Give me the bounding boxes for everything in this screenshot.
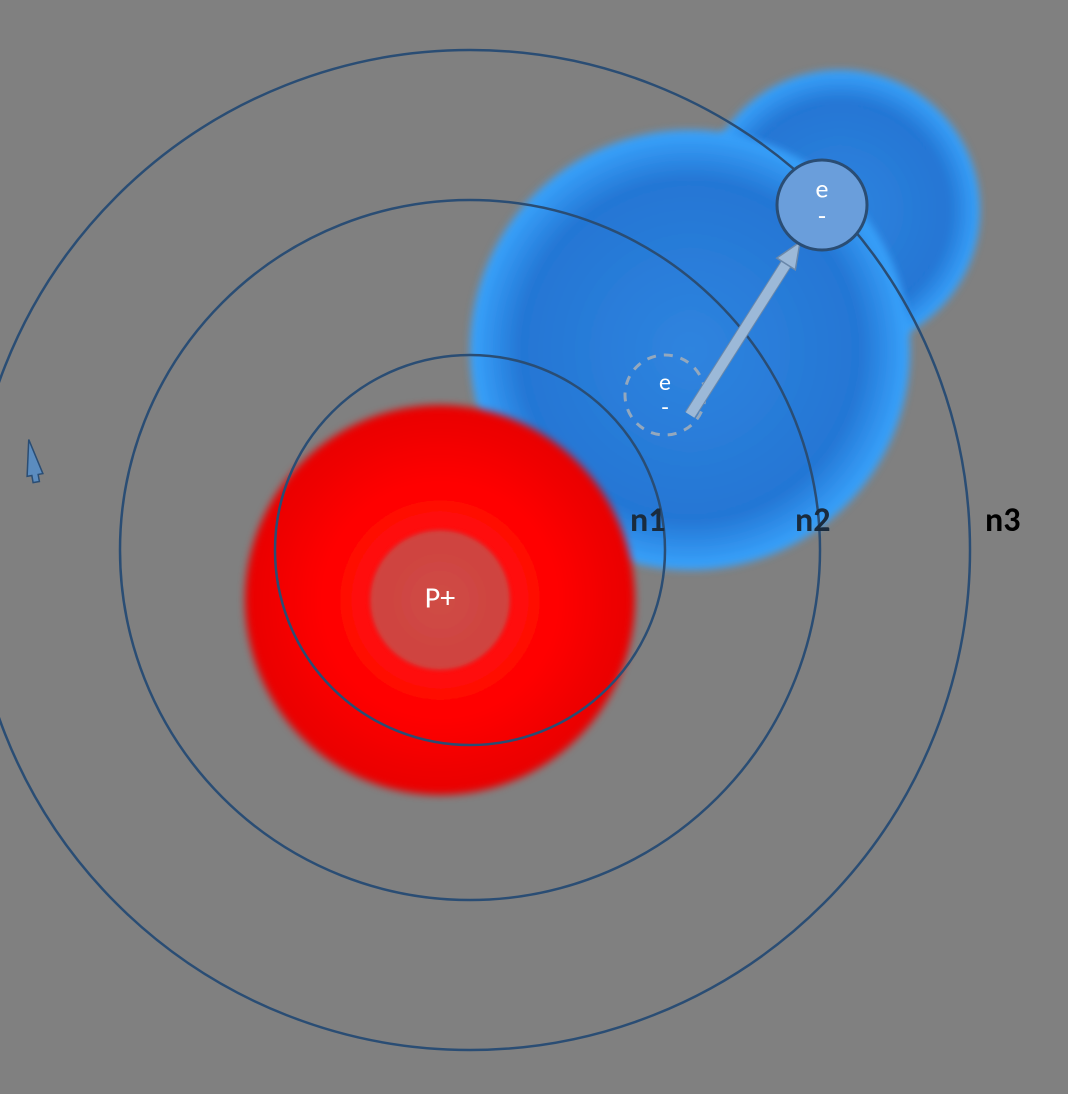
- proton-label: P+: [425, 582, 455, 614]
- electron-n3-label-line2: -: [818, 200, 826, 232]
- electron-n3-label: e -: [816, 176, 829, 231]
- atom-diagram: [0, 0, 1068, 1094]
- electron-n2-label-line2: -: [661, 393, 668, 422]
- orbit-label-n2: n2: [795, 500, 830, 541]
- proton-label-text: P+: [425, 579, 455, 616]
- orbit-label-n3: n3: [985, 500, 1020, 541]
- electron-n2-label: e -: [659, 370, 671, 420]
- orbit-label-n1: n1: [630, 500, 665, 541]
